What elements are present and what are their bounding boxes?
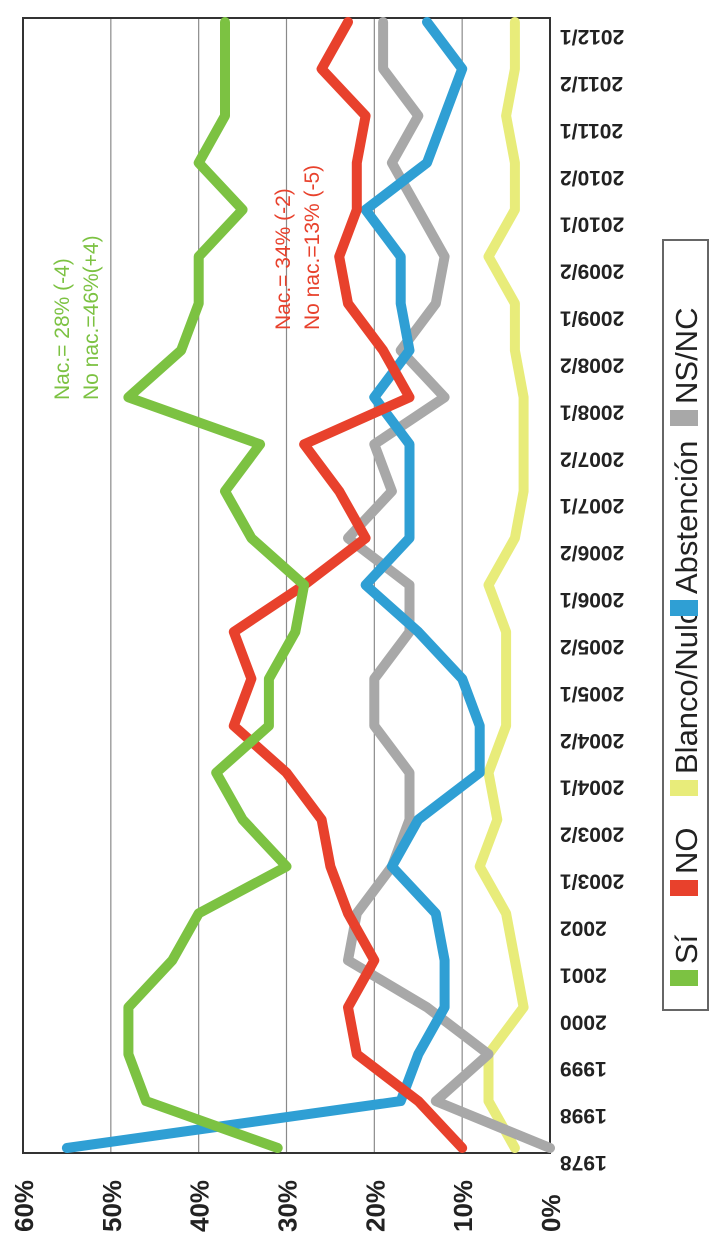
- y-tick-label: 50%: [97, 1180, 127, 1232]
- x-tick-label-group: 2011/2: [560, 72, 623, 95]
- series-line-s-: [123, 17, 310, 1153]
- x-tick-label-group: 2005/2: [560, 635, 624, 658]
- x-tick-label-group: 1978: [560, 1151, 607, 1174]
- x-tick-label: 2009/2: [560, 260, 624, 283]
- plot-area-frame: [22, 17, 551, 1154]
- annotation-si-nonac: No nac.=46%(+4): [80, 235, 103, 400]
- x-tick-label-group: 2000: [560, 1010, 607, 1033]
- y-tick-label-group: 60%: [9, 1180, 39, 1232]
- y-tick-label: 10%: [448, 1180, 478, 1232]
- series-line-ns-nc: [343, 17, 555, 1153]
- legend-label-group: Blanco/Nulo: [669, 607, 704, 774]
- legend-label-blanco-nulo: Blanco/Nulo: [669, 607, 704, 774]
- x-tick-label: 2007/2: [560, 447, 624, 470]
- legend-swatch-abstenci-n: [670, 600, 698, 616]
- legend-items: Sí NO Blanco/Nulo Abstención NS/NC: [669, 308, 704, 986]
- x-tick-label: 2011/1: [560, 119, 623, 142]
- x-tick-label: 2008/1: [560, 400, 625, 423]
- legend-label-group: Abstención: [669, 441, 704, 594]
- x-tick-label-group: 2008/2: [560, 353, 624, 376]
- legend-swatch-blanco-nulo: [670, 780, 698, 796]
- x-tick-label-group: 2008/1: [560, 400, 625, 423]
- legend-swatch-s-: [670, 970, 698, 986]
- y-axis-ticks: 0% 10% 20% 30% 40% 50% 60%: [9, 1180, 566, 1232]
- y-tick-label: 0%: [536, 1194, 566, 1232]
- annotation-si: Nac.= 28% (-4) No nac.=46%(+4): [51, 235, 103, 400]
- x-tick-label-group: 2006/1: [560, 588, 625, 611]
- x-tick-label-group: 2001: [560, 963, 607, 986]
- annotation-no-nac: Nac.= 34% (-2): [272, 188, 295, 330]
- x-tick-label: 2006/2: [560, 541, 624, 564]
- x-tick-label-group: 2007/2: [560, 447, 624, 470]
- x-tick-label-group: 2009/1: [560, 307, 625, 330]
- y-tick-label-group: 20%: [360, 1180, 390, 1232]
- x-tick-label: 2007/1: [560, 494, 625, 517]
- x-tick-label: 1998: [560, 1104, 607, 1127]
- x-tick-label-group: 2010/2: [560, 166, 624, 189]
- x-tick-label: 2008/2: [560, 353, 624, 376]
- annotation-si-nac: Nac.= 28% (-4): [51, 258, 74, 400]
- legend-label-group: NO: [669, 828, 704, 875]
- y-tick-label: 60%: [9, 1180, 39, 1232]
- x-tick-label-group: 2003/2: [560, 823, 624, 846]
- x-tick-label-group: 2012/1: [560, 25, 625, 48]
- x-tick-label: 2005/2: [560, 635, 624, 658]
- series-line-no: [228, 17, 468, 1153]
- y-tick-label-group: 40%: [185, 1180, 215, 1232]
- x-tick-label-group: 1999: [560, 1057, 607, 1080]
- x-tick-label: 2004/2: [560, 729, 624, 752]
- legend-label-no: NO: [669, 828, 704, 875]
- x-tick-label: 2012/1: [560, 25, 625, 48]
- x-tick-label: 2010/2: [560, 166, 624, 189]
- x-tick-label-group: 2007/1: [560, 494, 625, 517]
- x-tick-label-group: 2010/1: [560, 213, 625, 236]
- x-tick-label: 2002: [560, 916, 607, 939]
- legend-label-group: Sí: [669, 934, 704, 964]
- x-tick-label-group: 2003/1: [560, 870, 625, 893]
- y-tick-label-group: 10%: [448, 1180, 478, 1232]
- legend-label-ns-nc: NS/NC: [669, 308, 704, 404]
- legend-label-abstenci-n: Abstención: [669, 441, 704, 594]
- x-tick-label-group: 2002: [560, 916, 607, 939]
- x-tick-label: 2011/2: [560, 72, 623, 95]
- x-tick-label: 2000: [560, 1010, 607, 1033]
- x-tick-label-group: 1998: [560, 1104, 607, 1127]
- x-tick-label-group: 2004/2: [560, 729, 624, 752]
- legend: Sí NO Blanco/Nulo Abstención NS/NC: [662, 239, 709, 1011]
- y-tick-label-group: 30%: [273, 1180, 303, 1232]
- annotation-no-nonac: No nac.=13% (-5): [301, 165, 324, 330]
- y-tick-label: 40%: [185, 1180, 215, 1232]
- x-axis-ticks: 1978 1998 1999 2000 2001 2002 2003/1 2003/2 2004…: [560, 25, 625, 1174]
- x-tick-label: 2006/1: [560, 588, 625, 611]
- legend-swatch-ns-nc: [670, 410, 698, 426]
- x-tick-label: 2009/1: [560, 307, 625, 330]
- series-lines: [61, 17, 555, 1153]
- x-tick-label-group: 2006/2: [560, 541, 624, 564]
- x-tick-label: 2001: [560, 963, 607, 986]
- annotation-no: Nac.= 34% (-2) No nac.=13% (-5): [272, 165, 324, 330]
- x-tick-label: 2003/1: [560, 870, 625, 893]
- y-tick-label-group: 50%: [97, 1180, 127, 1232]
- x-tick-label-group: 2011/1: [560, 119, 623, 142]
- x-tick-label: 1999: [560, 1057, 607, 1080]
- x-tick-label: 2003/2: [560, 823, 624, 846]
- x-tick-label: 2010/1: [560, 213, 625, 236]
- legend-label-group: NS/NC: [669, 308, 704, 404]
- y-tick-label: 20%: [360, 1180, 390, 1232]
- series-line-blanco-nulo: [474, 17, 529, 1153]
- x-tick-label: 2004/1: [560, 776, 625, 799]
- x-tick-label-group: 2005/1: [560, 682, 625, 705]
- x-tick-label-group: 2009/2: [560, 260, 624, 283]
- y-tick-label-group: 0%: [536, 1194, 566, 1232]
- x-tick-label-group: 2004/1: [560, 776, 625, 799]
- y-tick-label: 30%: [273, 1180, 303, 1232]
- x-tick-label: 2005/1: [560, 682, 625, 705]
- legend-swatch-no: [670, 880, 698, 896]
- x-tick-label: 1978: [560, 1151, 607, 1174]
- series-line-abstenci-n: [61, 17, 485, 1153]
- legend-label-s-: Sí: [669, 934, 704, 964]
